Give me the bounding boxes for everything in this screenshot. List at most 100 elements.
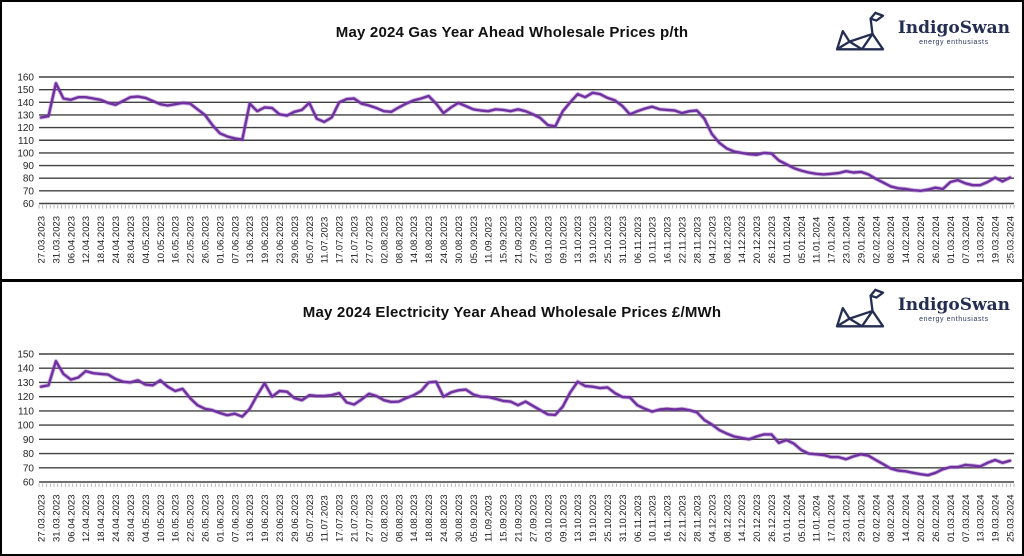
y-tick-label: 120 bbox=[17, 392, 34, 403]
x-tick-label: 28.11.2023 bbox=[692, 495, 703, 542]
x-tick-label: 26.02.2024 bbox=[931, 494, 942, 542]
x-tick-label: 13.10.2023 bbox=[573, 494, 584, 542]
x-tick-label: 09.10.2023 bbox=[558, 494, 569, 542]
x-tick-label: 19.10.2023 bbox=[588, 494, 599, 542]
gridlines bbox=[39, 353, 1014, 483]
x-tick-label: 21.07.2023 bbox=[350, 494, 361, 542]
x-tick-label: 16.05.2023 bbox=[171, 216, 182, 264]
logo-tagline: energy enthusiasts bbox=[919, 38, 989, 46]
x-tick-label: 10.05.2023 bbox=[156, 494, 167, 542]
x-tick-label: 13.06.2023 bbox=[245, 494, 256, 542]
x-tick-label: 13.10.2023 bbox=[573, 216, 584, 264]
y-tick-label: 70 bbox=[23, 463, 35, 474]
x-tick-label: 18.04.2023 bbox=[96, 494, 107, 542]
x-tick-label: 19.06.2023 bbox=[260, 216, 271, 264]
x-tick-label: 06.04.2023 bbox=[66, 216, 77, 264]
x-tick-label: 20.02.2024 bbox=[916, 494, 927, 542]
x-tick-label: 23.01.2024 bbox=[842, 494, 853, 542]
x-tick-label: 14.12.2023 bbox=[737, 216, 748, 264]
indigoswan-logo: IndigoSwan energy enthusiasts bbox=[832, 287, 1010, 333]
origami-swan-icon bbox=[835, 11, 885, 51]
x-tick-label: 23.01.2024 bbox=[842, 216, 853, 264]
x-tick-label: 12.04.2023 bbox=[81, 216, 92, 264]
x-tick-label: 25.10.2023 bbox=[603, 216, 614, 264]
x-tick-label: 09.10.2023 bbox=[558, 216, 569, 264]
x-tick-label: 13.06.2023 bbox=[245, 216, 256, 264]
x-tick-label: 27.03.2023 bbox=[37, 216, 48, 264]
y-tick-label: 150 bbox=[17, 85, 34, 96]
x-tick-label: 01.03.2024 bbox=[946, 216, 957, 264]
y-tick-label: 130 bbox=[17, 110, 34, 121]
y-tick-label: 60 bbox=[23, 478, 35, 489]
y-tick-label: 120 bbox=[17, 123, 34, 134]
x-tick-label: 04.12.2023 bbox=[707, 494, 718, 542]
x-tick-label: 07.03.2024 bbox=[961, 494, 972, 542]
x-tick-label: 06.11.2023 bbox=[633, 217, 644, 264]
x-tick-label: 13.03.2024 bbox=[976, 216, 987, 264]
x-tick-label: 16.05.2023 bbox=[171, 494, 182, 542]
x-tick-label: 18.08.2023 bbox=[424, 216, 435, 264]
x-tick-label: 14.08.2023 bbox=[409, 216, 420, 264]
x-tick-label: 15.09.2023 bbox=[499, 494, 510, 542]
gas-chart-title: May 2024 Gas Year Ahead Wholesale Prices… bbox=[335, 24, 689, 41]
x-tick-label: 19.03.2024 bbox=[991, 494, 1002, 542]
x-tick-label: 02.08.2023 bbox=[379, 216, 390, 264]
x-tick-label: 24.04.2023 bbox=[111, 216, 122, 264]
x-tick-label: 29.06.2023 bbox=[290, 216, 301, 264]
x-tick-label: 21.09.2023 bbox=[514, 216, 525, 264]
x-tick-label: 27.09.2023 bbox=[528, 216, 539, 264]
x-tick-label: 22.11.2023 bbox=[678, 217, 689, 264]
x-tick-label: 24.04.2023 bbox=[111, 494, 122, 542]
y-axis-labels: 150 140 130 120 110 100 90 80 70 60 bbox=[17, 350, 34, 489]
x-tick-label: 11.09.2023 bbox=[484, 495, 495, 542]
x-tick-label: 17.01.2024 bbox=[827, 494, 838, 542]
x-tick-label: 08.02.2024 bbox=[886, 494, 897, 542]
x-tick-label: 03.10.2023 bbox=[543, 216, 554, 264]
x-tick-label: 29.06.2023 bbox=[290, 494, 301, 542]
x-tick-label: 06.11.2023 bbox=[633, 495, 644, 542]
x-tick-label: 31.10.2023 bbox=[618, 494, 629, 542]
y-tick-label: 100 bbox=[17, 148, 34, 159]
x-tick-label: 11.07.2023 bbox=[320, 217, 331, 264]
x-tick-label: 16.11.2023 bbox=[663, 495, 674, 542]
x-tick-label: 08.12.2023 bbox=[722, 494, 733, 542]
x-tick-label: 19.10.2023 bbox=[588, 216, 599, 264]
x-tick-label: 20.02.2024 bbox=[916, 216, 927, 264]
x-tick-label: 26.12.2023 bbox=[767, 216, 778, 264]
x-tick-label: 21.09.2023 bbox=[514, 494, 525, 542]
x-tick-label: 26.05.2023 bbox=[200, 494, 211, 542]
indigoswan-logo: IndigoSwan energy enthusiasts bbox=[832, 10, 1010, 56]
x-axis-tick-band bbox=[38, 483, 1015, 487]
x-tick-label: 23.06.2023 bbox=[275, 494, 286, 542]
logo-name: IndigoSwan bbox=[897, 18, 1010, 39]
x-tick-label: 25.03.2024 bbox=[1006, 494, 1017, 542]
logo-tagline: energy enthusiasts bbox=[919, 315, 989, 323]
x-tick-label: 26.12.2023 bbox=[767, 494, 778, 542]
x-tick-label: 27.07.2023 bbox=[364, 216, 375, 264]
x-tick-label: 08.12.2023 bbox=[722, 216, 733, 264]
x-tick-label: 26.02.2024 bbox=[931, 216, 942, 264]
y-tick-label: 60 bbox=[23, 199, 35, 210]
y-tick-label: 110 bbox=[18, 136, 34, 147]
y-tick-label: 90 bbox=[23, 435, 35, 446]
x-tick-label: 03.10.2023 bbox=[543, 494, 554, 542]
x-tick-label: 17.07.2023 bbox=[335, 216, 346, 264]
x-tick-label: 04.12.2023 bbox=[707, 216, 718, 264]
x-tick-label: 05.01.2024 bbox=[797, 494, 808, 542]
x-tick-label: 12.04.2023 bbox=[81, 494, 92, 542]
x-tick-label: 04.05.2023 bbox=[141, 494, 152, 542]
x-tick-label: 14.02.2024 bbox=[901, 216, 912, 264]
x-tick-label: 11.01.2024 bbox=[812, 495, 823, 542]
logo-text: IndigoSwan energy enthusiasts bbox=[897, 18, 1010, 46]
x-tick-label: 05.09.2023 bbox=[469, 494, 480, 542]
price-line-series bbox=[38, 358, 1013, 478]
x-tick-label: 30.08.2023 bbox=[454, 494, 465, 542]
x-tick-label: 25.03.2024 bbox=[1006, 216, 1017, 264]
x-tick-label: 31.03.2023 bbox=[51, 216, 62, 264]
x-tick-label: 24.08.2023 bbox=[439, 216, 450, 264]
x-tick-label: 01.01.2024 bbox=[782, 494, 793, 542]
logo-text: IndigoSwan energy enthusiasts bbox=[898, 296, 1010, 323]
x-tick-label: 11.07.2023 bbox=[320, 495, 331, 542]
x-tick-label: 18.08.2023 bbox=[424, 494, 435, 542]
